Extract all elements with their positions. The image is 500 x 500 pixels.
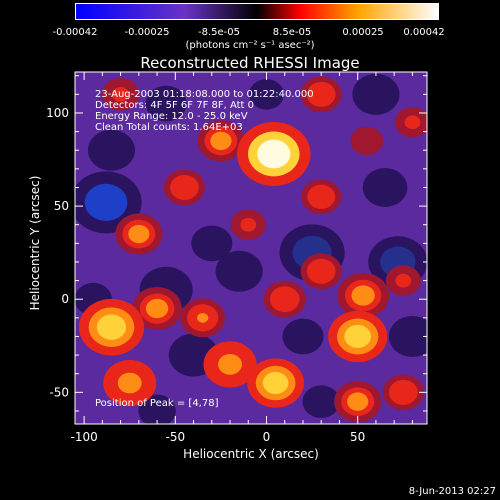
emission-source (279, 294, 291, 304)
y-tick-label: 0 (61, 292, 69, 306)
emission-source (243, 220, 253, 229)
chart-title: Reconstructed RHESSI Image (140, 54, 360, 72)
plot-frame (74, 71, 428, 425)
negative-region (398, 324, 427, 349)
negative-region (84, 183, 128, 221)
y-tick-label: 100 (46, 106, 69, 120)
emission-source (179, 183, 190, 192)
emission-source (316, 89, 327, 99)
y-tick-label: -50 (49, 385, 69, 399)
emission-source (197, 312, 209, 323)
negative-region (225, 258, 254, 284)
negative-region (153, 92, 179, 115)
emission-source (268, 376, 283, 390)
emission-source (223, 358, 237, 371)
peak-position-label: Position of Peak = [4,78] (95, 398, 219, 409)
emission-source (398, 276, 408, 285)
emission-source (215, 135, 227, 147)
negative-region (255, 85, 278, 104)
colorbar-units: (photons cm⁻² s⁻¹ asec⁻²) (185, 40, 315, 51)
emission-source (356, 289, 370, 302)
y-axis-label: Heliocentric Y (arcsec) (28, 175, 42, 311)
annotation-clean: Clean Total counts: 1.64E+03 (95, 122, 243, 133)
emission-source (362, 137, 371, 145)
negative-region (371, 175, 399, 200)
colorbar-tick: -0.00025 (124, 27, 170, 38)
negative-region (199, 232, 225, 255)
negative-region (361, 82, 391, 107)
annotation-energy: Energy Range: 12.0 - 25.0 keV (95, 111, 248, 122)
annotation-detectors: Detectors: 4F 5F 6F 7F 8F, Att 0 (95, 100, 255, 111)
emission-source (398, 387, 409, 397)
axis-ticks: -100 -50 0 50 -50 0 50 100 (46, 72, 427, 444)
colorbar-tick: 0.00042 (403, 27, 445, 38)
x-tick-label: 0 (263, 430, 271, 444)
y-tick-label: 50 (54, 199, 69, 213)
negative-region (178, 342, 209, 369)
emission-source (351, 396, 364, 407)
emission-source (264, 145, 283, 162)
emission-source (103, 320, 120, 335)
emission-source (408, 118, 417, 127)
emission-source (115, 90, 126, 99)
x-tick-label: 50 (350, 430, 365, 444)
x-tick-label: -100 (71, 430, 98, 444)
colorbar-tick: 0.00025 (342, 27, 384, 38)
x-tick-label: -50 (166, 430, 186, 444)
footer-date: 8-Jun-2013 02:27 (408, 486, 496, 497)
colorbar-tick: 8.5e-05 (272, 27, 312, 38)
colorbar-tick: -0.00042 (52, 27, 98, 38)
emission-source (123, 377, 137, 389)
emission-source (316, 192, 327, 202)
colorbar-tick: -8.5e-05 (198, 27, 240, 38)
colorbar (75, 3, 439, 20)
annotation-time: 23-Aug-2003 01:18:08.000 to 01:22:40.000 (95, 89, 314, 100)
negative-region (309, 391, 333, 412)
negative-region (290, 325, 316, 348)
source-blobs (75, 73, 427, 424)
x-axis-label: Heliocentric X (arcsec) (183, 447, 319, 461)
emission-source (316, 266, 327, 276)
negative-region (145, 401, 169, 421)
emission-source (350, 330, 366, 343)
emission-source (150, 303, 164, 314)
emission-source (132, 228, 145, 240)
negative-region (97, 137, 126, 163)
